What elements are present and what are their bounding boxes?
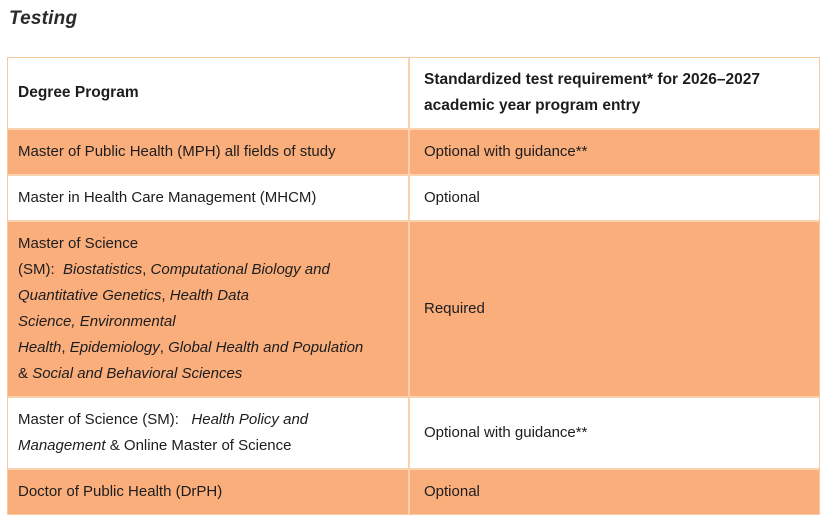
requirement-cell: Optional with guidance**: [410, 398, 819, 470]
table-row: Master of Public Health (MPH) all fields…: [8, 130, 819, 176]
program-name-italic: Health Data: [169, 287, 249, 304]
program-cell: Master of Science (SM): Biostatistics, Co…: [8, 222, 410, 398]
program-name-italic: Social and Behavioral Sciences: [32, 365, 243, 382]
program-text: ,: [161, 287, 170, 304]
program-text: ,: [142, 261, 151, 278]
testing-table: Degree Program Standardized test require…: [7, 57, 820, 515]
program-text: Master in Health Care Management (MHCM): [18, 189, 317, 206]
table-row: Master of Science (SM): Biostatistics, Co…: [8, 222, 819, 398]
program-text: & Online Master of Science: [105, 437, 292, 454]
program-cell: Master in Health Care Management (MHCM): [8, 176, 410, 222]
column-header-test-requirement: Standardized test requirement* for 2026–…: [410, 58, 819, 130]
program-name-italic: Science, Environmental: [18, 313, 176, 330]
table-row: Master in Health Care Management (MHCM) …: [8, 176, 819, 222]
program-text: ,: [61, 339, 70, 356]
table-row: Doctor of Public Health (DrPH) Optional: [8, 470, 819, 514]
program-text: &: [18, 365, 33, 382]
program-text: Master of Science (SM):: [18, 411, 192, 428]
program-name-italic: Biostatistics: [63, 261, 143, 278]
program-cell: Master of Public Health (MPH) all fields…: [8, 130, 410, 176]
program-text: Doctor of Public Health (DrPH): [18, 483, 223, 500]
table-body: Master of Public Health (MPH) all fields…: [8, 130, 819, 514]
program-name-italic: Epidemiology: [69, 339, 160, 356]
requirement-cell: Optional: [410, 176, 819, 222]
program-cell: Doctor of Public Health (DrPH): [8, 470, 410, 514]
program-text: Master of Science: [18, 235, 139, 252]
requirement-cell: Required: [410, 222, 819, 398]
program-name-italic: Management: [18, 437, 106, 454]
program-text: Master of Public Health (MPH) all fields…: [18, 143, 336, 160]
program-name-italic: Computational Biology and: [150, 261, 330, 278]
program-cell: Master of Science (SM): Health Policy an…: [8, 398, 410, 470]
column-header-degree-program: Degree Program: [8, 58, 410, 130]
program-name-italic: Quantitative Genetics: [18, 287, 162, 304]
program-name-italic: Global Health and Population: [168, 339, 364, 356]
program-text: (SM):: [18, 261, 63, 278]
page-title: Testing: [9, 8, 78, 29]
requirement-cell: Optional with guidance**: [410, 130, 819, 176]
program-text: ,: [159, 339, 169, 356]
requirement-cell: Optional: [410, 470, 819, 514]
table-header: Degree Program Standardized test require…: [8, 58, 819, 130]
header-row: Degree Program Standardized test require…: [8, 58, 819, 130]
program-name-italic: Health Policy and: [191, 411, 309, 428]
table-row: Master of Science (SM): Health Policy an…: [8, 398, 819, 470]
program-name-italic: Health: [18, 339, 62, 356]
